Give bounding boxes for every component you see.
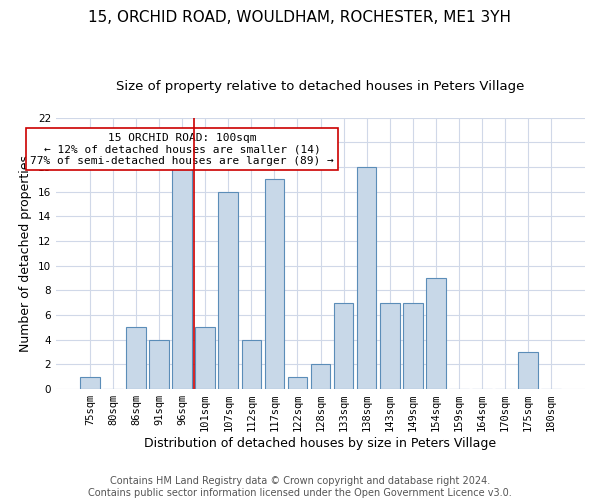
Y-axis label: Number of detached properties: Number of detached properties [19, 155, 32, 352]
Bar [357, 167, 376, 389]
X-axis label: Distribution of detached houses by size in Peters Village: Distribution of detached houses by size … [145, 437, 497, 450]
Bar [518, 352, 538, 389]
Bar [218, 192, 238, 389]
Bar [380, 303, 400, 389]
Bar [311, 364, 331, 389]
Title: Size of property relative to detached houses in Peters Village: Size of property relative to detached ho… [116, 80, 524, 93]
Bar [334, 303, 353, 389]
Bar [426, 278, 446, 389]
Bar [149, 340, 169, 389]
Bar [172, 167, 192, 389]
Bar [265, 180, 284, 389]
Bar [126, 328, 146, 389]
Text: 15, ORCHID ROAD, WOULDHAM, ROCHESTER, ME1 3YH: 15, ORCHID ROAD, WOULDHAM, ROCHESTER, ME… [89, 10, 511, 25]
Bar [403, 303, 422, 389]
Bar [80, 377, 100, 389]
Text: Contains HM Land Registry data © Crown copyright and database right 2024.
Contai: Contains HM Land Registry data © Crown c… [88, 476, 512, 498]
Bar [287, 377, 307, 389]
Text: 15 ORCHID ROAD: 100sqm
← 12% of detached houses are smaller (14)
77% of semi-det: 15 ORCHID ROAD: 100sqm ← 12% of detached… [30, 132, 334, 166]
Bar [196, 328, 215, 389]
Bar [242, 340, 261, 389]
